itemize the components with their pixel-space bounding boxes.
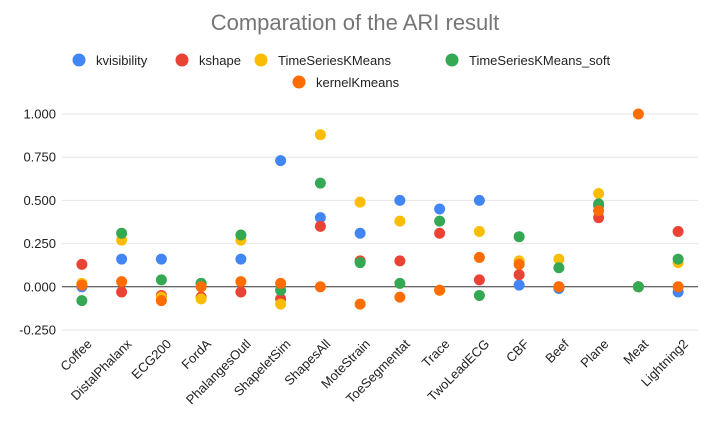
point-kernelkmeans[interactable]: [513, 258, 525, 270]
point-kernelkmeans[interactable]: [394, 291, 406, 303]
point-kvisibility[interactable]: [116, 253, 128, 265]
legend-item-timeserieskmeans[interactable]: TimeSeriesKMeans: [254, 53, 392, 68]
point-kshape[interactable]: [394, 255, 406, 267]
point-timeserieskmeans[interactable]: [553, 253, 565, 265]
point-timeserieskmeans[interactable]: [473, 226, 485, 238]
legend-marker-kvisibility: [72, 53, 86, 67]
point-timeserieskmeans-soft[interactable]: [473, 289, 485, 301]
point-kernelkmeans[interactable]: [632, 108, 644, 120]
x-tick-label: Beef: [542, 336, 572, 366]
point-kvisibility[interactable]: [275, 155, 287, 167]
point-timeserieskmeans[interactable]: [275, 298, 287, 310]
point-timeserieskmeans-soft[interactable]: [553, 262, 565, 274]
point-kernelkmeans[interactable]: [195, 281, 207, 293]
point-kvisibility[interactable]: [235, 253, 247, 265]
x-tick-label: Meat: [620, 336, 651, 367]
point-timeserieskmeans[interactable]: [394, 215, 406, 227]
point-timeserieskmeans[interactable]: [314, 129, 326, 141]
point-kernelkmeans[interactable]: [314, 281, 326, 293]
point-kvisibility[interactable]: [354, 227, 366, 239]
x-tick-label: Coffee: [57, 336, 95, 374]
point-timeserieskmeans-soft[interactable]: [513, 231, 525, 243]
point-kvisibility[interactable]: [394, 194, 406, 206]
point-kernelkmeans[interactable]: [76, 279, 88, 291]
legend-label-kvisibility: kvisibility: [96, 53, 148, 68]
y-tick-label: 0.750: [23, 150, 56, 165]
point-timeserieskmeans-soft[interactable]: [672, 253, 684, 265]
data-points: [76, 108, 684, 310]
x-tick-label: Plane: [577, 336, 611, 370]
legend-marker-kernelkmeans: [292, 75, 306, 89]
point-timeserieskmeans-soft[interactable]: [394, 277, 406, 289]
point-kernelkmeans[interactable]: [235, 276, 247, 288]
point-timeserieskmeans[interactable]: [593, 187, 605, 199]
point-kshape[interactable]: [473, 274, 485, 286]
legend: kvisibility kshape TimeSeriesKMeans Time…: [72, 53, 611, 90]
point-timeserieskmeans-soft[interactable]: [632, 281, 644, 293]
y-tick-label: 0.250: [23, 236, 56, 251]
point-timeserieskmeans-soft[interactable]: [235, 229, 247, 241]
y-axis-ticks: -0.250 0.000 0.250 0.500 0.750 1.000: [19, 107, 56, 338]
point-timeserieskmeans[interactable]: [354, 196, 366, 208]
point-kernelkmeans[interactable]: [434, 284, 446, 296]
point-timeserieskmeans-soft[interactable]: [155, 274, 167, 286]
point-timeserieskmeans-soft[interactable]: [434, 215, 446, 227]
point-kernelkmeans[interactable]: [672, 281, 684, 293]
legend-item-kernelkmeans[interactable]: kernelKmeans: [292, 75, 400, 90]
point-kvisibility[interactable]: [314, 212, 326, 224]
point-kernelkmeans[interactable]: [553, 281, 565, 293]
point-kshape[interactable]: [235, 286, 247, 298]
legend-item-kshape[interactable]: kshape: [175, 53, 241, 68]
legend-label-kshape: kshape: [199, 53, 241, 68]
y-tick-label: 1.000: [23, 107, 56, 122]
legend-label-timeserieskmeans: TimeSeriesKMeans: [278, 53, 391, 68]
chart-title: Comparation of the ARI result: [211, 10, 500, 35]
x-tick-label: FordA: [178, 336, 214, 372]
point-kernelkmeans[interactable]: [354, 298, 366, 310]
point-kernelkmeans[interactable]: [593, 205, 605, 217]
point-kshape[interactable]: [76, 258, 88, 270]
point-kernelkmeans[interactable]: [473, 251, 485, 263]
legend-marker-timeserieskmeans-soft: [445, 53, 459, 67]
point-kernelkmeans[interactable]: [155, 295, 167, 307]
point-kvisibility[interactable]: [155, 253, 167, 265]
y-tick-label: -0.250: [19, 323, 56, 338]
point-kvisibility[interactable]: [473, 194, 485, 206]
legend-marker-kshape: [175, 53, 189, 67]
y-tick-label: 0.000: [23, 279, 56, 294]
gridlines: [62, 113, 698, 331]
point-timeserieskmeans-soft[interactable]: [76, 295, 88, 307]
point-kshape[interactable]: [116, 286, 128, 298]
x-tick-label: Trace: [419, 336, 453, 370]
legend-item-timeserieskmeans-soft[interactable]: TimeSeriesKMeans_soft: [445, 53, 611, 68]
point-timeserieskmeans-soft[interactable]: [314, 177, 326, 189]
point-kernelkmeans[interactable]: [116, 276, 128, 288]
y-tick-label: 0.500: [23, 193, 56, 208]
point-timeserieskmeans-soft[interactable]: [116, 227, 128, 239]
point-kvisibility[interactable]: [434, 203, 446, 215]
point-kshape[interactable]: [513, 269, 525, 281]
legend-item-kvisibility[interactable]: kvisibility: [72, 53, 148, 68]
point-timeserieskmeans-soft[interactable]: [354, 257, 366, 269]
x-tick-label: ECG200: [128, 336, 174, 382]
x-tick-label: CBF: [503, 336, 532, 365]
point-kshape[interactable]: [672, 226, 684, 238]
legend-marker-timeserieskmeans: [254, 53, 268, 67]
point-kvisibility[interactable]: [513, 279, 525, 291]
point-kshape[interactable]: [434, 227, 446, 239]
legend-label-kernelkmeans: kernelKmeans: [316, 75, 400, 90]
point-kernelkmeans[interactable]: [275, 277, 287, 289]
legend-label-timeserieskmeans-soft: TimeSeriesKMeans_soft: [469, 53, 611, 68]
point-kshape[interactable]: [314, 220, 326, 232]
point-timeserieskmeans[interactable]: [195, 293, 207, 305]
